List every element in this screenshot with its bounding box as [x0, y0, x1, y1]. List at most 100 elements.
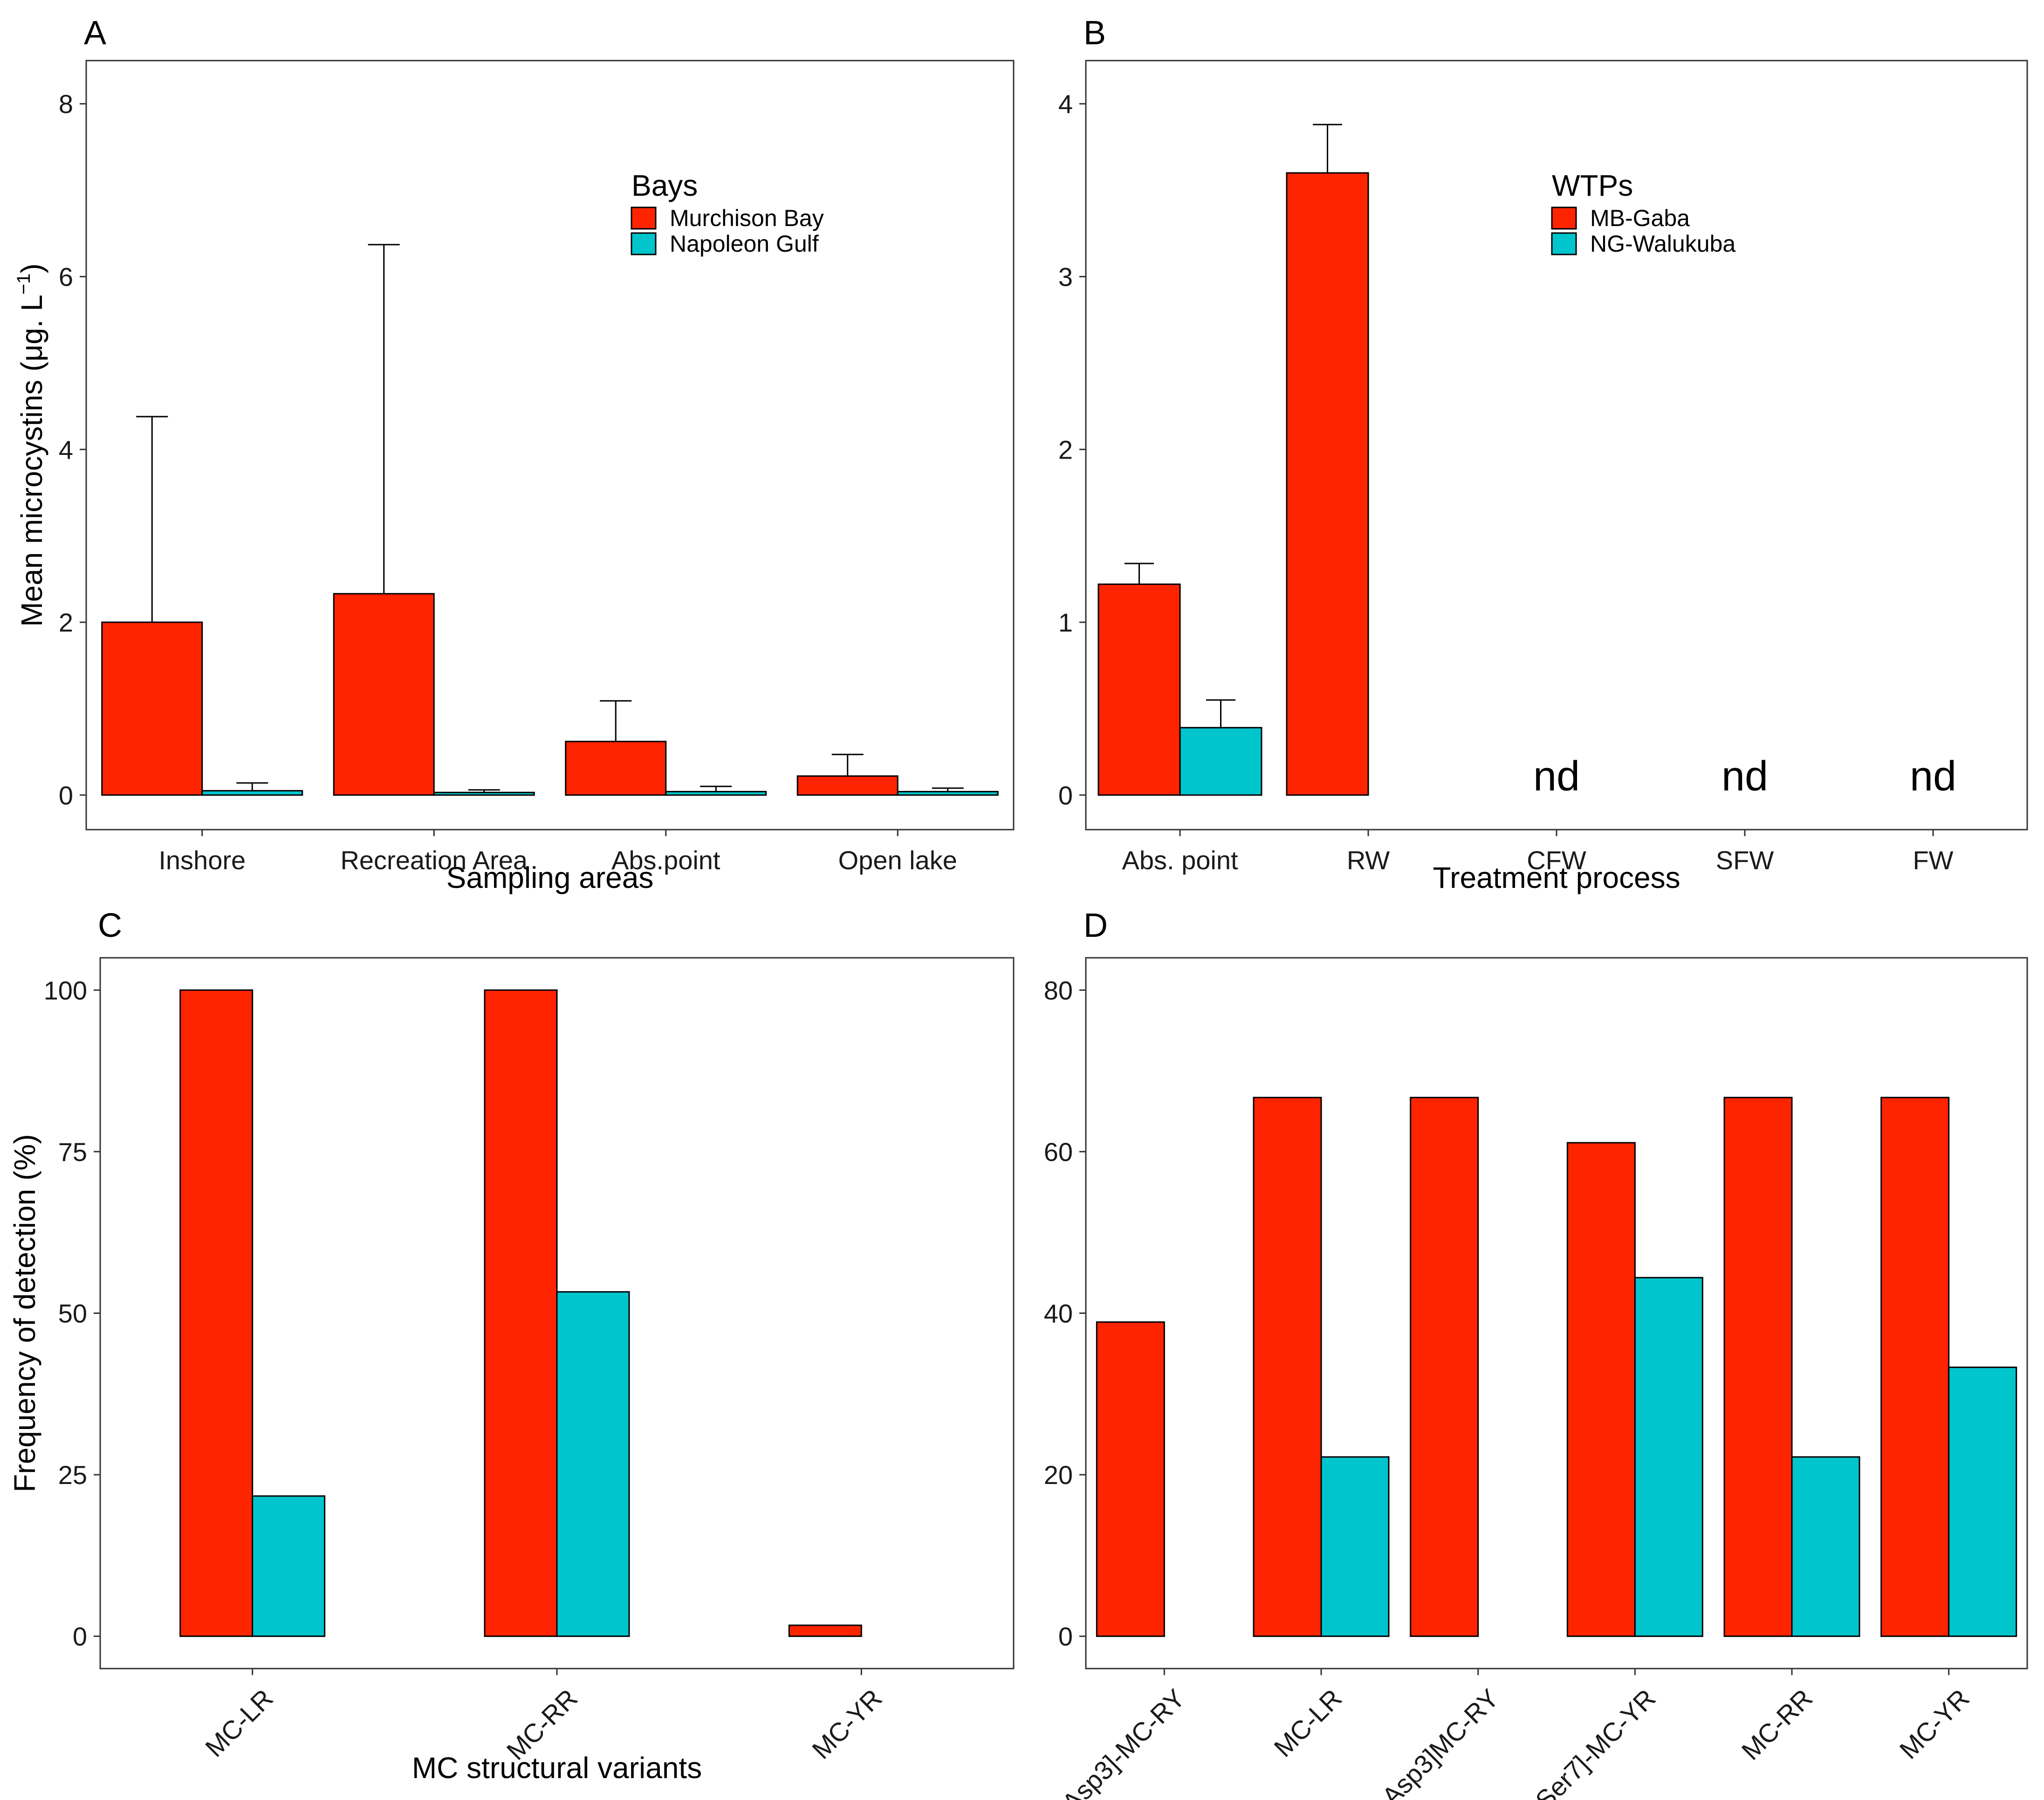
x-tick-label: Inshore	[158, 845, 246, 875]
y-axis-title-superscript: −1	[14, 274, 34, 295]
panel-letter: A	[84, 14, 106, 52]
bar-teal	[201, 790, 303, 796]
x-axis-title: Sampling areas	[446, 861, 654, 894]
legend-label: Murchison Bay	[670, 205, 824, 231]
y-tick-label: 0	[1058, 1622, 1073, 1651]
bar-red	[179, 989, 254, 1637]
plot-frame	[1085, 60, 2028, 831]
bar-red	[1097, 583, 1181, 796]
panel-a: A 0 2 4 6 8 Inshore Recreation Area Abs.point Ope…	[14, 14, 1015, 894]
y-tick-label: 80	[1044, 976, 1073, 1005]
legend-label: MB-Gaba	[1590, 205, 1690, 231]
plot-frame	[85, 60, 1015, 831]
nd-label: nd	[1533, 753, 1580, 800]
nd-label: nd	[1910, 753, 1956, 800]
y-tick-label: 0	[1058, 781, 1073, 810]
x-tick-label: MC-LR	[199, 1683, 279, 1763]
y-tick-label: 50	[58, 1299, 87, 1328]
panel-letter: B	[1084, 14, 1106, 52]
bar-teal	[1320, 1456, 1390, 1637]
y-tick-label: 60	[1044, 1137, 1073, 1167]
panel-letter: C	[98, 907, 122, 944]
y-axis-title: Frequency of detection (%)	[8, 1134, 41, 1492]
x-tick-label: Open lake	[838, 845, 957, 875]
bar-red	[788, 1624, 862, 1637]
y-axis-title-text: Mean microcystins (μg. L	[15, 295, 48, 627]
x-tick-label: [NMeSer7]-MC-YR	[1486, 1683, 1661, 1800]
legend-title: WTPs	[1552, 169, 1633, 202]
x-axis-title: Treatment process	[1433, 861, 1680, 894]
x-axis-title: MC structural variants	[412, 1751, 702, 1785]
y-axis-title-text: Frequency of detection (%)	[8, 1134, 41, 1492]
plot-frame	[1085, 957, 2028, 1669]
plot-frame	[99, 957, 1015, 1669]
x-tick-label: RW	[1347, 845, 1390, 875]
x-tick-label: MC-YR	[806, 1683, 887, 1765]
bar-teal	[1179, 727, 1262, 796]
legend-swatch	[631, 232, 657, 255]
y-tick-label: 20	[1044, 1460, 1073, 1490]
y-tick-label: 2	[1058, 435, 1073, 464]
bar-red	[1410, 1097, 1479, 1637]
bar-red	[1723, 1097, 1793, 1637]
bar-teal	[1791, 1456, 1860, 1637]
panel-b: B 0 1 2 3 4 nd nd nd Abs. point RW CFW SFW FW Treatmen…	[1058, 14, 2028, 894]
y-tick-label: 3	[1058, 262, 1073, 291]
bar-red	[1096, 1321, 1165, 1637]
bar-red	[484, 989, 558, 1637]
x-tick-label: [Asp3]-MC-RY	[1051, 1683, 1190, 1800]
y-tick-label: 75	[58, 1137, 87, 1167]
bar-teal	[665, 790, 767, 796]
y-tick-label: 0	[73, 1622, 87, 1651]
x-tick-label: MC-YR	[1894, 1683, 1975, 1765]
x-tick-label: Abs.point	[611, 845, 720, 875]
bar-red	[1286, 172, 1369, 796]
legend-label: Napoleon Gulf	[670, 231, 819, 257]
y-axis-title-end: )	[15, 263, 48, 273]
x-tick-label: Abs. point	[1122, 845, 1238, 875]
bar-teal	[1634, 1277, 1703, 1637]
x-tick-label: MC-RR	[1736, 1683, 1818, 1766]
y-axis-title: Mean microcystins (μg. L−1)	[14, 263, 48, 627]
x-tick-label: [MeAsp3]MC-RY	[1345, 1683, 1504, 1800]
bar-teal	[433, 791, 535, 796]
x-tick-label: MC-LR	[1268, 1683, 1347, 1763]
bar-red	[565, 741, 667, 796]
bar-red	[333, 593, 435, 796]
y-tick-label: 100	[44, 976, 87, 1005]
bar-red	[1880, 1097, 1950, 1637]
bar-red	[796, 775, 899, 796]
y-tick-label: 1	[1058, 608, 1073, 637]
y-tick-label: 6	[59, 262, 73, 291]
panel-d: D 0 20 40 60 80 [Asp3]-MC-RY MC-LR[MeAsp3]MC-RY…	[1044, 907, 2028, 1800]
x-tick-label: FW	[1913, 845, 1953, 875]
legend-swatch	[1551, 206, 1577, 230]
y-tick-label: 4	[1058, 89, 1073, 119]
bar-red	[1566, 1142, 1636, 1637]
legend-swatch	[1551, 232, 1577, 255]
y-tick-label: 40	[1044, 1299, 1073, 1328]
y-tick-label: 25	[58, 1460, 87, 1490]
nd-label: nd	[1722, 753, 1768, 800]
bar-red	[101, 621, 203, 796]
y-tick-label: 4	[59, 435, 73, 464]
legend-title: Bays	[631, 169, 698, 202]
x-tick-label: Recreation Area	[340, 845, 528, 875]
x-tick-label: CFW	[1527, 845, 1586, 875]
y-tick-label: 0	[59, 781, 73, 810]
y-tick-label: 8	[59, 89, 73, 119]
panel-letter: D	[1084, 907, 1108, 944]
legend-swatch	[631, 206, 657, 230]
bar-teal	[897, 790, 999, 796]
bar-teal	[556, 1291, 630, 1637]
y-tick-label: 2	[59, 608, 73, 637]
x-tick-label: SFW	[1716, 845, 1774, 875]
bar-teal	[1948, 1367, 2017, 1637]
legend-label: NG-Walukuba	[1590, 231, 1735, 257]
bar-teal	[252, 1495, 326, 1637]
bar-red	[1253, 1097, 1322, 1637]
